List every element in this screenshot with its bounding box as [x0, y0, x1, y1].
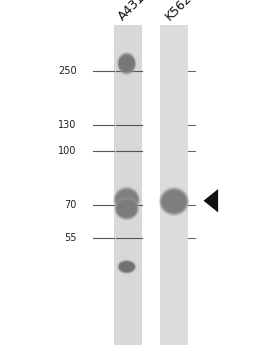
Text: A431: A431 [116, 0, 148, 24]
Ellipse shape [113, 186, 141, 213]
Ellipse shape [163, 192, 185, 211]
Ellipse shape [116, 51, 137, 76]
Ellipse shape [119, 261, 135, 272]
Ellipse shape [118, 261, 135, 273]
Bar [160, 25, 188, 345]
Ellipse shape [161, 189, 188, 214]
Ellipse shape [163, 192, 186, 211]
Ellipse shape [116, 190, 137, 209]
Text: 55: 55 [64, 233, 77, 243]
Ellipse shape [120, 262, 134, 272]
Text: 70: 70 [65, 200, 77, 210]
Ellipse shape [118, 53, 136, 74]
Ellipse shape [119, 56, 134, 72]
Ellipse shape [118, 54, 135, 73]
Text: 250: 250 [58, 66, 77, 76]
Ellipse shape [117, 52, 136, 75]
Ellipse shape [113, 187, 140, 213]
Ellipse shape [117, 192, 136, 208]
Ellipse shape [158, 186, 190, 217]
Ellipse shape [117, 260, 136, 274]
Ellipse shape [114, 197, 139, 220]
Text: 130: 130 [58, 120, 77, 130]
Ellipse shape [115, 199, 138, 219]
Ellipse shape [119, 262, 134, 272]
Text: K562: K562 [162, 0, 194, 24]
Ellipse shape [119, 55, 135, 72]
Ellipse shape [115, 198, 138, 220]
Ellipse shape [118, 261, 135, 273]
Bar [114, 25, 142, 345]
Ellipse shape [162, 191, 186, 212]
Ellipse shape [159, 187, 189, 216]
Ellipse shape [114, 187, 139, 212]
Ellipse shape [160, 188, 188, 215]
Ellipse shape [118, 260, 136, 274]
Ellipse shape [161, 189, 187, 213]
Polygon shape [204, 189, 218, 212]
Text: 100: 100 [58, 146, 77, 156]
Ellipse shape [116, 259, 137, 274]
Ellipse shape [115, 188, 139, 211]
Ellipse shape [120, 56, 134, 71]
Ellipse shape [115, 189, 138, 210]
Ellipse shape [117, 201, 136, 217]
Ellipse shape [116, 199, 137, 218]
Ellipse shape [114, 196, 140, 221]
Ellipse shape [117, 200, 137, 217]
Ellipse shape [118, 53, 135, 74]
Ellipse shape [116, 191, 137, 209]
Ellipse shape [118, 201, 136, 216]
